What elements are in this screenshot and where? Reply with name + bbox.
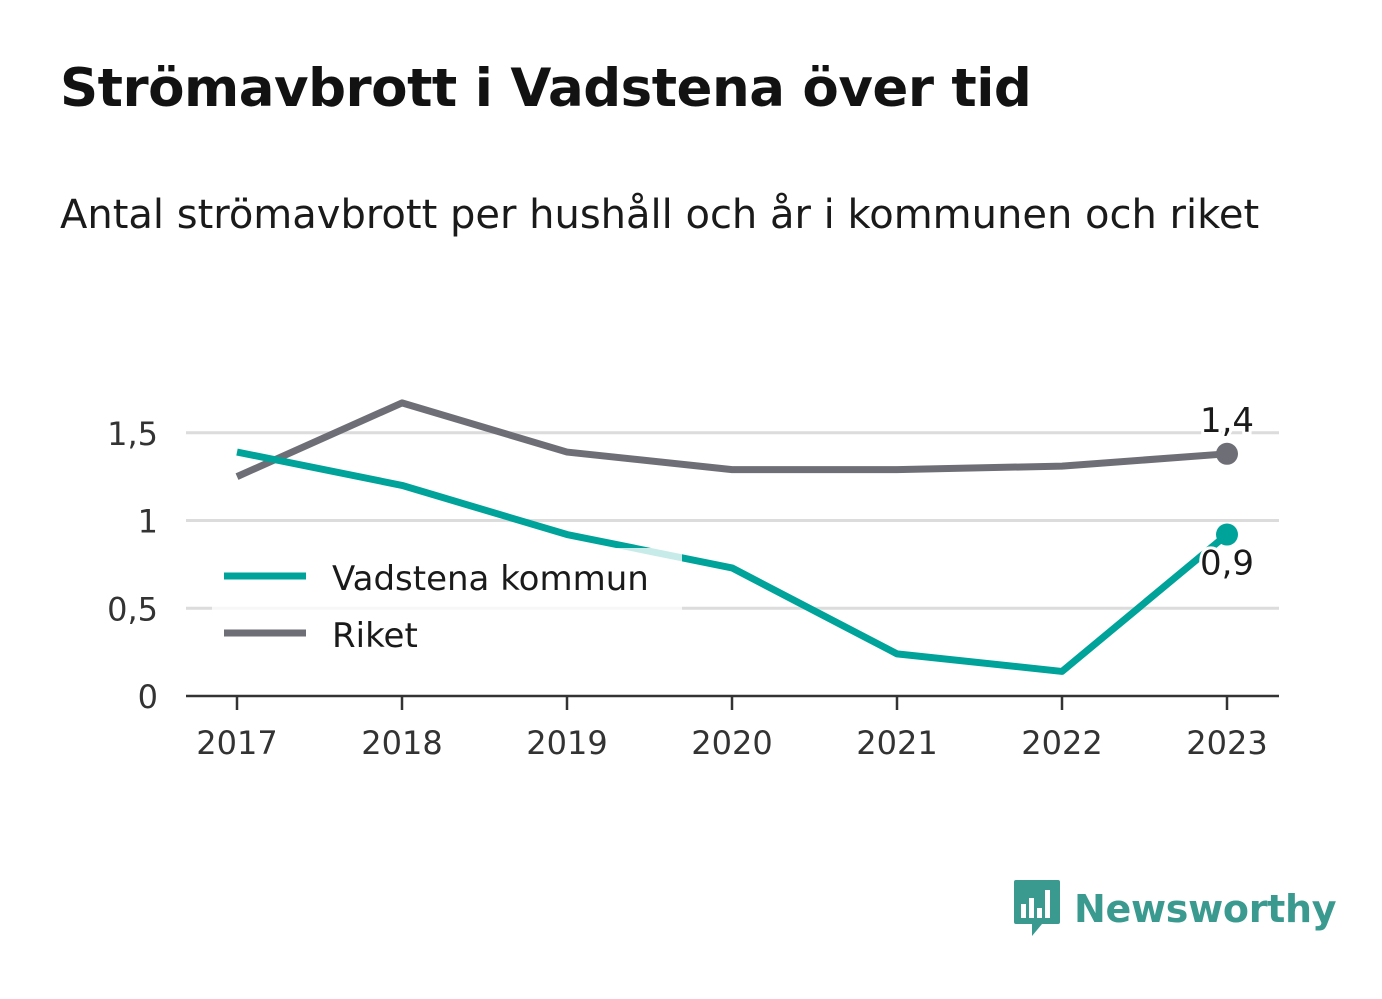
y-tick-label: 0,5 <box>107 590 158 628</box>
series-lines <box>235 399 1230 675</box>
legend-label-vadstena: Vadstena kommun <box>332 559 649 599</box>
legend-label-riket: Riket <box>332 616 418 656</box>
y-tick-label: 0 <box>138 678 158 716</box>
chart-title: Strömavbrott i Vadstena över tid <box>60 58 1032 119</box>
end-value-label-riket: 1,4 <box>1200 401 1254 441</box>
x-tick-label: 2020 <box>691 724 772 762</box>
x-axis-ticks: 2017 2018 2019 2020 2021 2022 2023 <box>196 696 1268 762</box>
chart-subtitle: Antal strömavbrott per hushåll och år i … <box>60 192 1260 238</box>
end-point-riket <box>1216 442 1238 465</box>
end-value-label-vadstena: 0,9 <box>1200 544 1254 584</box>
x-tick-label: 2017 <box>196 724 277 762</box>
legend: Vadstena kommun Riket <box>212 548 682 660</box>
y-axis-ticks: 0 0,5 1 1,5 <box>107 415 158 716</box>
series-line-riket <box>235 399 1228 480</box>
bar-chart-speech-bubble-icon <box>1014 880 1060 936</box>
newsworthy-logo: Newsworthy <box>1012 878 1337 940</box>
end-point-vadstena <box>1216 523 1238 546</box>
y-tick-label: 1 <box>138 503 158 541</box>
x-tick-label: 2021 <box>856 724 937 762</box>
legend-background <box>212 548 682 660</box>
y-tick-label: 1,5 <box>107 415 158 453</box>
x-tick-label: 2023 <box>1186 724 1267 762</box>
x-tick-label: 2022 <box>1021 724 1102 762</box>
brand-name: Newsworthy <box>1074 887 1337 931</box>
end-labels: 0,9 1,4 <box>1197 398 1257 587</box>
x-tick-label: 2019 <box>526 724 607 762</box>
series-line-vadstena <box>236 448 1230 675</box>
x-tick-label: 2018 <box>361 724 442 762</box>
